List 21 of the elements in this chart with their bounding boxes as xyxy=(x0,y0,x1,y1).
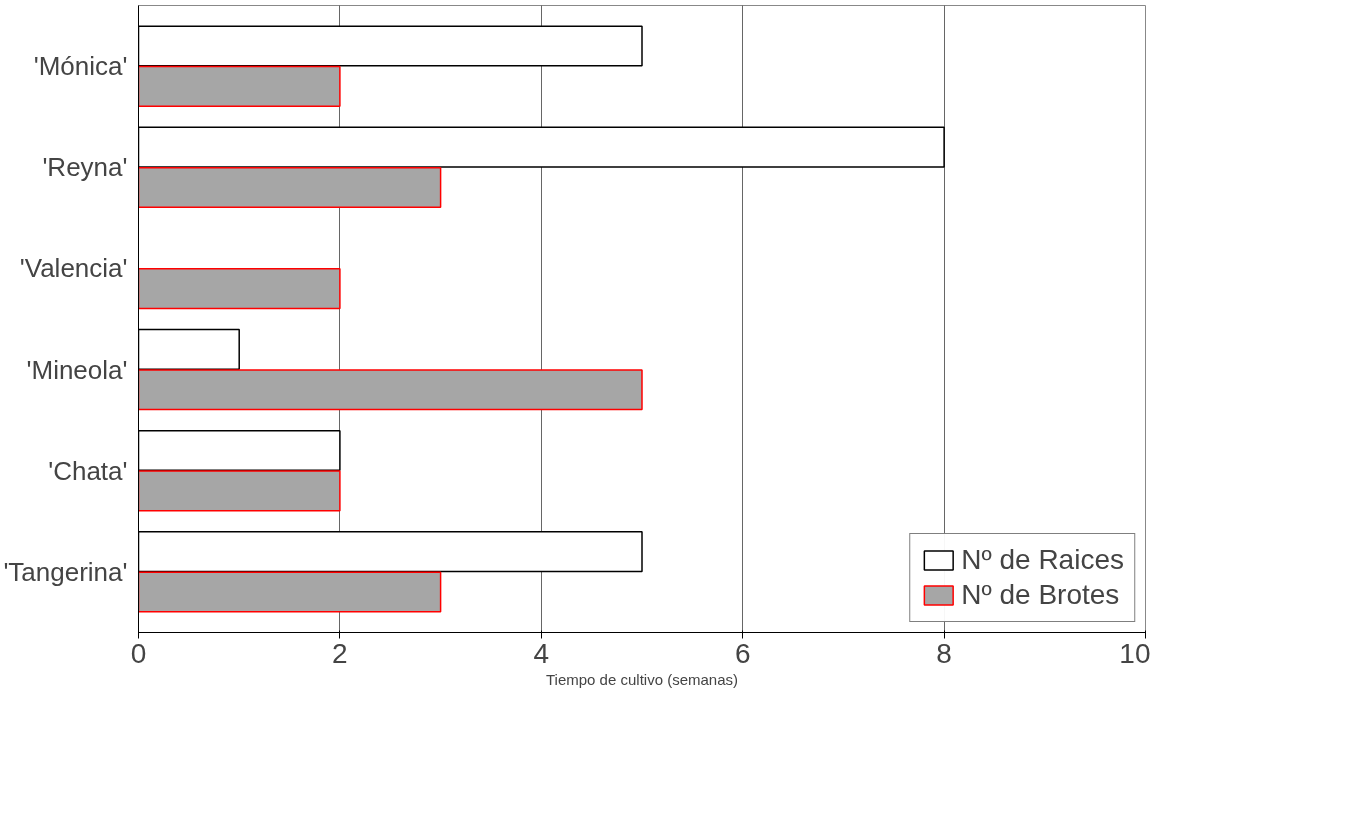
x-tick-label: 4 xyxy=(533,637,550,669)
y-tick-label: 'Mineola' xyxy=(26,354,128,385)
bar xyxy=(138,571,442,613)
x-tick-label: 2 xyxy=(332,637,348,669)
legend-label: Nº de Brotes xyxy=(961,579,1120,611)
y-tick-label: 'Tangerina' xyxy=(3,556,128,587)
bar xyxy=(138,369,643,411)
y-tick-label: 'Mónica' xyxy=(33,51,128,82)
x-tick-label: 6 xyxy=(734,637,751,669)
y-tick-label: 'Reyna' xyxy=(42,152,128,183)
x-tick-label: 10 xyxy=(1119,637,1151,669)
bar xyxy=(138,166,442,209)
y-tick-label: 'Chata' xyxy=(48,455,128,486)
y-tick-label: 'Valencia' xyxy=(19,253,128,284)
legend-label: Nº de Raices xyxy=(961,544,1124,576)
x-tick-label: 8 xyxy=(936,637,952,669)
bar xyxy=(138,470,341,512)
bar xyxy=(138,65,341,107)
bar xyxy=(138,268,341,310)
x-axis-title: Tiempo de cultivo (semanas) xyxy=(545,670,739,688)
x-tick-label: 0 xyxy=(130,637,147,669)
